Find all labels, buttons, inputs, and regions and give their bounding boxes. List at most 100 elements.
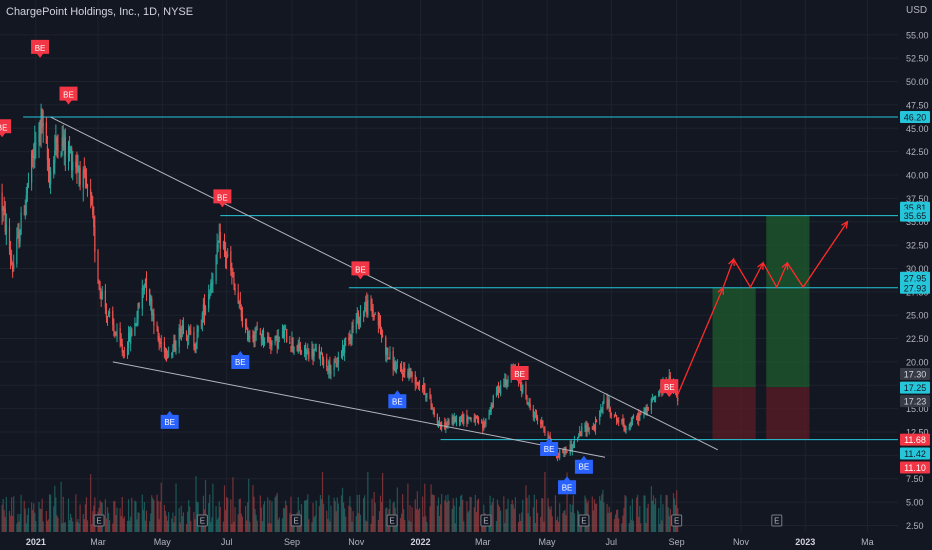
- candle-body: [97, 250, 99, 284]
- candle-body: [636, 419, 638, 421]
- candle-body: [270, 342, 272, 347]
- candle-body: [130, 329, 132, 344]
- signal-marker-label: BE: [579, 463, 590, 472]
- price-tick-label: 45.00: [906, 124, 929, 134]
- time-tick-label: 2021: [26, 537, 46, 547]
- price-tag-text: 17.25: [904, 383, 927, 393]
- buy-signal-marker: BE: [160, 410, 179, 429]
- candle-body: [4, 208, 6, 233]
- volume-bar: [588, 523, 590, 532]
- earnings-marker: E: [93, 514, 105, 527]
- volume-bar: [467, 512, 469, 532]
- volume-bar: [432, 494, 434, 532]
- volume-bar: [474, 494, 476, 532]
- earnings-badge: [386, 514, 398, 527]
- time-axis-background: [0, 534, 898, 550]
- candle-body: [631, 417, 633, 426]
- candle-body: [168, 354, 170, 356]
- candle-body: [47, 158, 50, 169]
- candle-body: [527, 403, 529, 405]
- volume-bar: [285, 500, 287, 532]
- candle-body: [483, 422, 485, 428]
- volume-bar: [48, 494, 51, 532]
- trend-line: [112, 361, 606, 458]
- volume-bar: [149, 521, 151, 532]
- candle-body: [366, 301, 368, 315]
- price-tag-text: 17.23: [904, 397, 927, 407]
- candle-body: [282, 332, 285, 338]
- candle-body: [105, 308, 108, 318]
- volume-bar: [488, 521, 490, 532]
- candle-body: [529, 403, 531, 409]
- volume-bar: [190, 521, 192, 532]
- volume-bar: [181, 516, 183, 532]
- candle-body: [644, 407, 646, 410]
- volume-bar: [31, 502, 33, 532]
- volume-bar: [208, 503, 210, 532]
- volume-bar: [168, 512, 170, 532]
- candle-body: [326, 358, 328, 367]
- candle-body: [17, 232, 19, 238]
- candle-body: [217, 246, 219, 248]
- volume-bar: [610, 511, 612, 532]
- volume-bar: [632, 520, 635, 532]
- candle-body: [439, 426, 442, 430]
- volume-bar: [380, 502, 383, 532]
- candle-body: [370, 300, 372, 306]
- candle-body: [534, 412, 537, 415]
- volume-bar: [122, 518, 124, 532]
- volume-bar: [358, 494, 361, 532]
- volume-bar: [18, 521, 20, 532]
- volume-bar: [319, 495, 322, 532]
- volume-bar: [647, 503, 649, 532]
- earnings-badge: [771, 514, 783, 527]
- volume-bar: [429, 506, 431, 532]
- volume-bar: [345, 516, 347, 532]
- volume-bar: [558, 521, 560, 532]
- volume-bar: [27, 507, 30, 532]
- volume-bar: [594, 503, 597, 532]
- volume-bar: [415, 509, 417, 532]
- buy-signal-marker: BE: [558, 476, 577, 495]
- candle-body: [569, 444, 571, 454]
- candle-body: [254, 335, 256, 340]
- volume-bar: [513, 508, 515, 532]
- drawing-lines: [23, 116, 898, 458]
- candle-body: [13, 263, 15, 270]
- candle-body: [602, 402, 604, 413]
- candle-body: [188, 327, 190, 338]
- volume-bar: [544, 472, 546, 532]
- candle-body: [72, 162, 74, 171]
- candle-body: [492, 395, 494, 407]
- candle-body: [121, 344, 123, 353]
- volume-bar: [571, 504, 573, 532]
- candle-body: [42, 123, 44, 127]
- price-tag-text: 35.65: [904, 211, 927, 221]
- candle-body: [463, 413, 465, 424]
- volume-bar: [532, 507, 534, 532]
- volume-bar: [387, 521, 389, 532]
- volume-bar: [112, 523, 114, 532]
- candle-body: [521, 386, 523, 392]
- candle-body: [647, 407, 649, 411]
- candle-body: [313, 350, 315, 357]
- buy-badge-shape: [231, 351, 250, 370]
- candle-body: [559, 450, 561, 458]
- buy-badge-shape: [540, 437, 559, 456]
- candle-body: [78, 171, 80, 173]
- candle-body: [94, 225, 96, 253]
- candle-body: [308, 351, 310, 360]
- candle-body: [253, 339, 255, 342]
- volume-bar: [179, 522, 181, 532]
- volume-bar: [171, 518, 173, 532]
- candle-body: [315, 348, 317, 350]
- candle-body: [357, 312, 359, 326]
- candle-body: [299, 346, 301, 353]
- candle-body: [585, 424, 587, 432]
- candle-body: [433, 409, 435, 415]
- volume-bar: [363, 498, 365, 532]
- candle-body: [32, 149, 34, 158]
- candle-body: [477, 417, 480, 424]
- signal-marker-label: BE: [514, 370, 525, 379]
